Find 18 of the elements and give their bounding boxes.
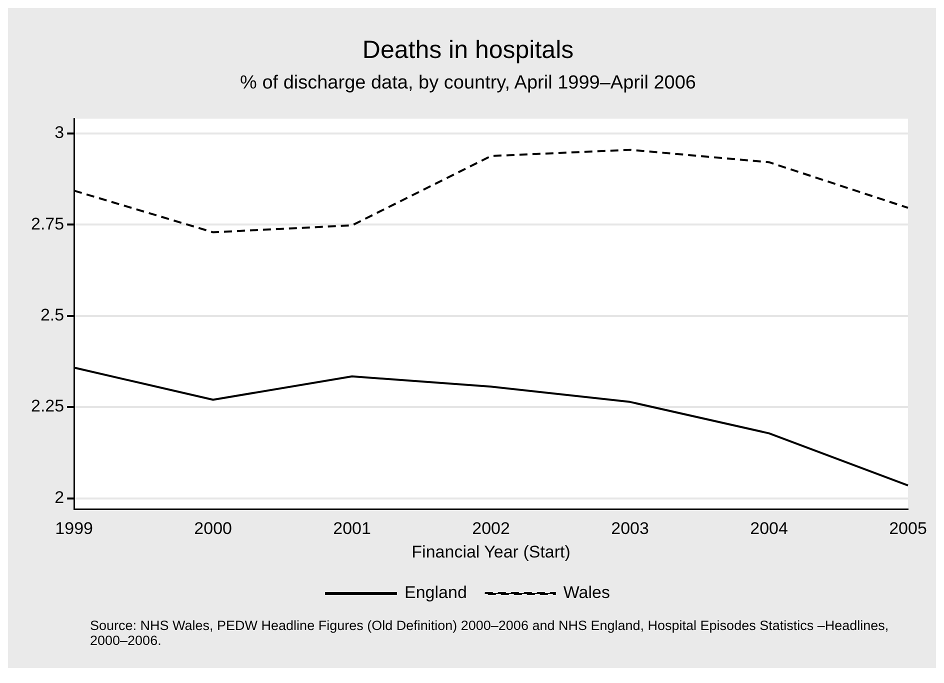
source-note: Source: NHS Wales, PEDW Headline Figures (Old Definition) 2000–2006 and NHS England, Hospital Episodes Statistics –Headlines, 2000–2006. <box>89 618 890 648</box>
chart-subtitle: % of discharge data, by country, April 1999–April 2006 <box>240 72 696 94</box>
y-tick-label: 3 <box>54 123 64 142</box>
x-tick-label: 2000 <box>194 519 232 538</box>
x-tick-label: 2005 <box>889 519 927 538</box>
y-tick-label: 2.25 <box>30 396 64 416</box>
x-tick-label: 2004 <box>750 519 788 538</box>
x-tick-label: 2001 <box>333 519 371 538</box>
chart-title: Deaths in hospitals <box>362 36 574 64</box>
x-axis-title: Financial Year (Start) <box>412 542 570 562</box>
x-tick-label: 2003 <box>611 519 649 538</box>
legend-label: Wales <box>563 583 610 602</box>
y-tick-label: 2.5 <box>40 306 64 325</box>
x-tick-label: 1999 <box>55 519 93 538</box>
legend-label: England <box>404 583 467 602</box>
x-tick-label: 2002 <box>472 519 510 538</box>
y-tick-label: 2 <box>54 488 64 507</box>
y-tick-label: 2.75 <box>30 214 64 234</box>
